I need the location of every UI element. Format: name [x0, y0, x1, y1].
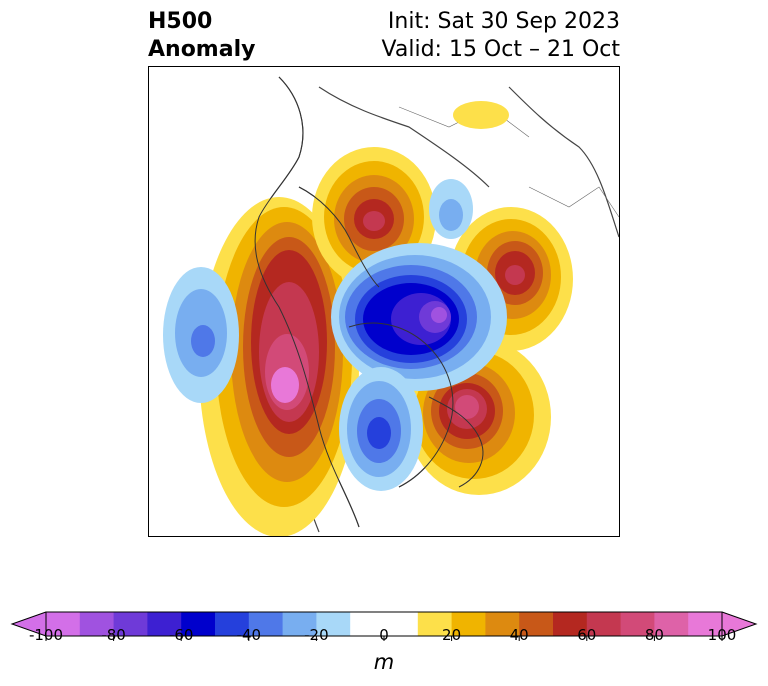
colorbar-cell	[248, 612, 284, 636]
init-date: Init: Sat 30 Sep 2023	[387, 9, 620, 34]
anomaly-map-graphic	[163, 76, 619, 536]
colorbar-cell	[350, 612, 385, 636]
colorbar-cell	[384, 612, 419, 636]
colorbar-tick-label: 60	[577, 626, 597, 644]
colorbar-cell	[316, 612, 351, 636]
colorbar-cell	[553, 612, 588, 636]
colorbar-tick-label: 0	[379, 626, 389, 644]
title-line-2: Anomaly	[148, 37, 256, 62]
colorbar-cell	[451, 612, 486, 636]
colorbar-tick-label: 40	[509, 626, 529, 644]
anomaly-map	[148, 66, 620, 537]
colorbar-tick-label: 20	[442, 626, 462, 644]
map-subtitle: Init: Sat 30 Sep 2023 Valid: 15 Oct – 21…	[382, 8, 620, 64]
colorbar-cell	[147, 612, 182, 636]
colorbar-tick-label: -60	[168, 626, 194, 644]
colorbar-cell	[79, 612, 115, 636]
colorbar-cell	[654, 612, 689, 636]
colorbar-cell	[113, 612, 148, 636]
colorbar-unit: m	[373, 650, 395, 674]
colorbar-tick-label: -20	[304, 626, 329, 644]
colorbar-cell	[46, 612, 81, 636]
anomaly-contours	[163, 101, 573, 536]
colorbar-tick-label: 100	[707, 626, 737, 644]
coastlines-overlay	[254, 76, 484, 528]
colorbar-tick-label: -100	[28, 626, 64, 644]
title-line-1: H500	[148, 9, 213, 34]
colorbar-tick-label: 80	[644, 626, 664, 644]
colorbar-cell	[417, 612, 453, 636]
colorbar-tick-label: -40	[236, 626, 262, 644]
colorbar-cell	[485, 612, 520, 636]
map-title: H500 Anomaly	[148, 8, 255, 64]
colorbar-cell	[586, 612, 622, 636]
colorbar-cell	[688, 612, 723, 636]
colorbar-cell	[620, 612, 655, 636]
colorbar	[10, 611, 758, 641]
colorbar-cell	[181, 612, 216, 636]
colorbar-right-extension	[722, 612, 756, 636]
colorbar-left-extension	[12, 612, 46, 636]
colorbar-tick-label: -80	[101, 626, 126, 644]
colorbar-cell	[215, 612, 250, 636]
colorbar-cell	[282, 612, 317, 636]
valid-range: Valid: 15 Oct – 21 Oct	[381, 37, 620, 62]
colorbar-cell	[519, 612, 554, 636]
